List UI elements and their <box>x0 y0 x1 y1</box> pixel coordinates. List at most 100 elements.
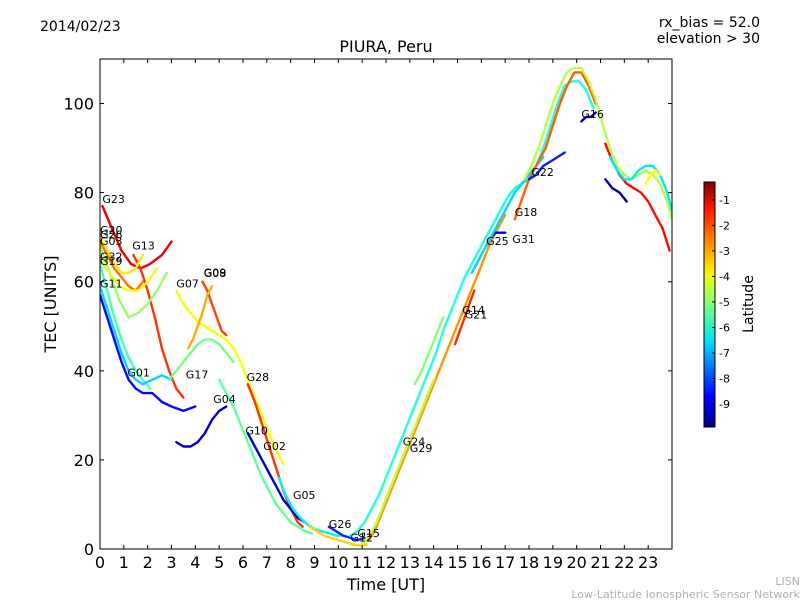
x-tick-label: 7 <box>262 553 272 572</box>
x-tick-label: 6 <box>238 553 248 572</box>
x-tick-label: 15 <box>447 553 467 572</box>
prn-label: G01 <box>127 367 150 380</box>
series-line-g08-12 <box>187 285 214 350</box>
x-tick-label: 4 <box>190 553 200 572</box>
colorbar-tick-label: -6 <box>719 321 730 334</box>
chart-title: PIURA, Peru <box>339 37 432 56</box>
series-line-g04-13 <box>175 405 228 448</box>
x-tick-label: 21 <box>590 553 610 572</box>
y-tick-label: 0 <box>84 540 94 559</box>
prn-label: G14 <box>462 304 485 317</box>
x-tick-label: 1 <box>119 553 129 572</box>
prn-label: G23 <box>102 193 125 206</box>
series-line-g13-1 <box>132 253 185 399</box>
series-line-g28-14 <box>246 383 304 528</box>
x-axis-label: Time [UT] <box>346 575 425 594</box>
series-line-g32-5 <box>100 258 159 292</box>
series-line-g02-16 <box>218 378 314 535</box>
x-axis: 0 1 2 3 4 5 6 7 8 9 10 11 12 13 14 15 16 17 18 19 20 21 22 23 <box>95 59 658 572</box>
prn-label: G21 <box>465 309 488 322</box>
colorbar-tick-label: -5 <box>719 296 730 309</box>
colorbar-tick-label: -2 <box>719 219 730 232</box>
x-tick-label: 2 <box>143 553 153 572</box>
prn-label: G18 <box>515 206 538 219</box>
prn-label: G13 <box>132 240 155 253</box>
prn-label: G07 <box>176 277 199 290</box>
colorbar-tick-label: -3 <box>719 245 730 258</box>
x-tick-label: 22 <box>614 553 634 572</box>
x-tick-label: 11 <box>352 553 372 572</box>
series-line-g09-11 <box>201 280 228 337</box>
series-line-g07-10 <box>175 289 285 466</box>
colorbar <box>703 181 716 428</box>
elevation-label: elevation > 30 <box>657 31 760 47</box>
x-tick-label: 20 <box>566 553 586 572</box>
y-axis: 0 20 40 60 80 100 <box>63 95 672 559</box>
series-line-g18-27 <box>513 71 597 221</box>
prn-label: G26 <box>100 228 123 241</box>
prn-label: G22 <box>531 166 554 179</box>
series-line-g19-6 <box>100 262 152 390</box>
series-line-g20-2 <box>100 236 145 274</box>
series-line-g24-22 <box>361 378 435 546</box>
prn-label: G11 <box>100 277 123 290</box>
date-label: 2014/02/23 <box>40 19 121 35</box>
series-line-g29-21 <box>368 213 507 542</box>
y-tick-label: 100 <box>63 95 94 114</box>
x-tick-label: 3 <box>166 553 176 572</box>
prn-label: G03 <box>100 235 123 248</box>
colorbar-tick-label: -9 <box>719 398 730 411</box>
y-axis-label: TEC [UNITS] <box>41 256 60 354</box>
prn-label: G10 <box>245 424 268 437</box>
x-tick-label: 23 <box>638 553 658 572</box>
prn-label: G16 <box>581 108 604 121</box>
x-tick-label: 9 <box>309 553 319 572</box>
prn-label: G09 <box>204 266 227 279</box>
x-tick-label: 16 <box>471 553 491 572</box>
x-tick-label: 14 <box>423 553 443 572</box>
series-line-g27-30 <box>523 66 672 221</box>
x-tick-label: 17 <box>495 553 515 572</box>
series-line-g06-32 <box>608 155 672 212</box>
x-tick-label: 10 <box>328 553 348 572</box>
x-tick-label: 13 <box>400 553 420 572</box>
series-line-g22-28 <box>527 151 566 181</box>
x-tick-label: 8 <box>286 553 296 572</box>
series-line-g03-4 <box>100 244 168 319</box>
prn-label: G15 <box>357 527 380 540</box>
prn-label: G05 <box>293 489 316 502</box>
colorbar-ticks: -1 -2 -3 -4 -5 -6 -7 -8 -9 <box>712 194 730 411</box>
prn-label: G08 <box>204 267 227 280</box>
y-tick-label: 20 <box>74 451 94 470</box>
prn-label: G12 <box>350 531 373 544</box>
series-line-g31-26 <box>470 155 545 274</box>
colorbar-tick-label: -8 <box>719 373 730 386</box>
series-line-g33-34 <box>644 169 662 185</box>
y-tick-label: 60 <box>74 273 94 292</box>
x-tick-label: 19 <box>543 553 563 572</box>
prn-label: G31 <box>512 233 535 246</box>
series-line-g26-18 <box>308 525 369 547</box>
x-tick-label: 12 <box>376 553 396 572</box>
prn-label: G26 <box>329 518 352 531</box>
colorbar-label: Latitude <box>741 275 757 333</box>
prn-label: G20 <box>100 224 123 237</box>
series-line-g16-29 <box>580 111 597 123</box>
x-tick-label: 0 <box>95 553 105 572</box>
series-line-g11-7 <box>100 285 173 386</box>
y-tick-label: 80 <box>74 184 94 203</box>
series-line-g15-20 <box>349 80 595 537</box>
prn-label: G32 <box>100 251 123 264</box>
prn-label: G02 <box>263 440 286 453</box>
y-tick-label: 40 <box>74 362 94 381</box>
prn-label: G17 <box>186 369 209 382</box>
series-line-g17-9 <box>167 338 235 381</box>
prn-label: G19 <box>100 255 123 268</box>
prn-label: G25 <box>486 235 509 248</box>
footer-long: Low-Latitude Ionospheric Sensor Network <box>571 588 800 600</box>
rx-bias-label: rx_bias = 52.0 <box>659 15 760 31</box>
series-layer <box>100 66 672 547</box>
series-line-g10-15 <box>246 432 307 524</box>
